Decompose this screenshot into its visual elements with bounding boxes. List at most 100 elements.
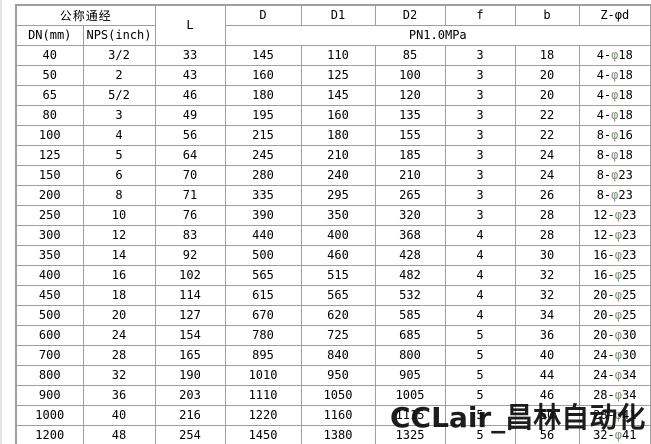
table-cell: 5 [444,344,516,366]
table-cell: 1115 [374,404,446,426]
table-row: 500 20 127 670 620 585 4 34 20-φ25 [15,304,651,326]
table-cell: 20 [514,64,580,86]
table-cell: 6 [82,164,156,186]
table-cell: 145 [300,84,376,106]
table-row: 125 5 64 245 210 185 3 24 8-φ18 [15,144,651,166]
table-cell: 4 [444,244,516,266]
table-cell: 3/2 [82,44,156,66]
table-cell: 24-φ30 [578,344,651,366]
table-cell: 245 [224,144,302,166]
table-cell: 24 [82,324,156,346]
header-z-phi-d: Z-φd [578,4,651,26]
table-cell: 515 [300,264,376,286]
table-cell: 85 [374,44,446,66]
table-cell: 12-φ23 [578,204,651,226]
table-row: 900 36 203 1110 1050 1005 5 46 28-φ34 [15,384,651,406]
table-cell: 46 [154,84,226,106]
table-cell: 1325 [374,424,446,444]
table-cell: 3 [444,44,516,66]
table-cell: 4 [444,264,516,286]
table-cell: 1200 [15,424,84,444]
phi-symbol: φ [611,88,619,102]
header-nominal-diameter: 公称通经 [15,4,156,26]
table-cell: 127 [154,304,226,326]
table-cell: 4 [444,284,516,306]
table-cell: 565 [300,284,376,306]
table-cell: 4-φ18 [578,64,651,86]
table-cell: 280 [224,164,302,186]
table-cell: 145 [224,44,302,66]
table-cell: 56 [154,124,226,146]
table-cell: 40 [82,404,156,426]
table-cell: 335 [224,184,302,206]
table-cell: 48 [82,424,156,444]
phi-symbol: φ [614,388,622,402]
table-cell: 32 [514,264,580,286]
phi-symbol: φ [611,128,619,142]
table-cell: 780 [224,324,302,346]
phi-symbol: φ [614,248,622,262]
table-cell: 532 [374,284,446,306]
phi-symbol: φ [614,228,622,242]
table-cell: 16-φ23 [578,244,651,266]
table-cell: 905 [374,364,446,386]
table-cell: 800 [15,364,84,386]
table-row: 65 5/2 46 180 145 120 3 20 4-φ18 [15,84,651,106]
table-row: 100 4 56 215 180 155 3 22 8-φ16 [15,124,651,146]
table-cell: 3 [444,184,516,206]
table-cell: 50 [514,404,580,426]
table-row: 1000 40 216 1220 1160 1115 5 50 28-φ41 [15,404,651,426]
table-cell: 180 [300,124,376,146]
table-cell: 8-φ16 [578,124,651,146]
table-cell: 1380 [300,424,376,444]
table-cell: 615 [224,284,302,306]
table-cell: 203 [154,384,226,406]
table-cell: 8-φ18 [578,144,651,166]
table-row: 80 3 49 195 160 135 3 22 4-φ18 [15,104,651,126]
table-cell: 22 [514,104,580,126]
table-cell: 32 [82,364,156,386]
table-cell: 195 [224,104,302,126]
table-cell: 1005 [374,384,446,406]
table-cell: 10 [82,204,156,226]
table-cell: 254 [154,424,226,444]
table-cell: 28-φ34 [578,384,651,406]
table-cell: 1220 [224,404,302,426]
table-cell: 685 [374,324,446,346]
table-cell: 8-φ23 [578,184,651,206]
header-l: L [154,4,226,46]
table-cell: 100 [15,124,84,146]
table-cell: 24-φ34 [578,364,651,386]
phi-symbol: φ [611,148,619,162]
table-cell: 320 [374,204,446,226]
table-cell: 8 [82,184,156,206]
table-cell: 5 [444,384,516,406]
table-cell: 150 [15,164,84,186]
table-cell: 40 [514,344,580,366]
table-cell: 4 [444,304,516,326]
table-cell: 28 [514,204,580,226]
table-cell: 5/2 [82,84,156,106]
table-cell: 5 [444,364,516,386]
table-cell: 4-φ18 [578,84,651,106]
table-cell: 4-φ18 [578,44,651,66]
table-cell: 4-φ18 [578,104,651,126]
table-cell: 585 [374,304,446,326]
table-cell: 18 [514,44,580,66]
table-cell: 1110 [224,384,302,406]
table-cell: 24 [514,144,580,166]
table-cell: 120 [374,84,446,106]
table-cell: 34 [514,304,580,326]
table-cell: 43 [154,64,226,86]
table-cell: 20 [82,304,156,326]
table-cell: 12-φ23 [578,224,651,246]
table-cell: 800 [374,344,446,366]
table-cell: 460 [300,244,376,266]
header-dn-mm: DN(mm) [15,24,84,46]
table-cell: 92 [154,244,226,266]
table-cell: 12 [82,224,156,246]
table-cell: 20-φ30 [578,324,651,346]
table-cell: 240 [300,164,376,186]
header-d2: D2 [374,4,446,26]
table-body: 40 3/2 33 145 110 85 3 18 4-φ18 50 2 43 160 125 100 3 20… [15,44,651,444]
